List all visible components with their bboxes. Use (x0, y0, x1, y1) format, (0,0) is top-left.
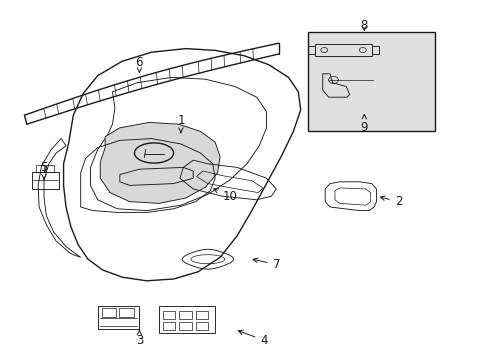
Text: 6: 6 (135, 57, 143, 73)
Text: 8: 8 (360, 19, 367, 32)
Text: 1: 1 (177, 114, 184, 133)
Text: 4: 4 (238, 330, 267, 347)
Text: 7: 7 (253, 258, 280, 271)
Text: 5: 5 (40, 161, 48, 180)
Text: 10: 10 (213, 189, 237, 203)
Text: 2: 2 (380, 195, 402, 208)
Bar (307, 32, 434, 131)
Text: 9: 9 (360, 114, 367, 134)
Polygon shape (100, 122, 220, 203)
Text: 3: 3 (135, 330, 143, 347)
